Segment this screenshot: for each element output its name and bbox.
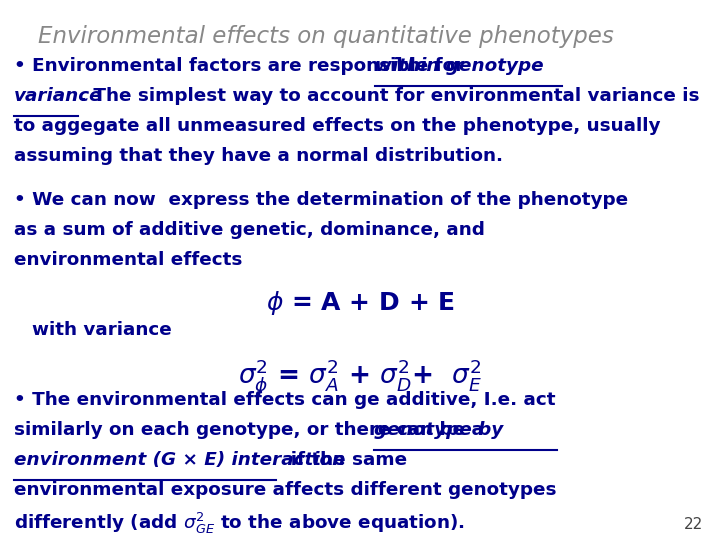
Text: with variance: with variance [32, 321, 172, 339]
Text: as a sum of additive genetic, dominance, and: as a sum of additive genetic, dominance,… [14, 221, 485, 239]
Text: similarly on each genotype, or there can be a: similarly on each genotype, or there can… [14, 421, 490, 439]
Text: • The environmental effects can ge additive, I.e. act: • The environmental effects can ge addit… [14, 391, 556, 409]
Text: Environmental effects on quantitative phenotypes: Environmental effects on quantitative ph… [38, 25, 613, 48]
Text: $\sigma^2_{\phi}$ = $\sigma^2_A$ + $\sigma^2_D$+  $\sigma^2_E$: $\sigma^2_{\phi}$ = $\sigma^2_A$ + $\sig… [238, 357, 482, 397]
Text: within genotype: within genotype [375, 57, 544, 75]
Text: differently (add $\sigma^2_{GE}$ to the above equation).: differently (add $\sigma^2_{GE}$ to the … [14, 511, 465, 536]
Text: 22: 22 [684, 517, 703, 532]
Text: environmental exposure affects different genotypes: environmental exposure affects different… [14, 481, 557, 499]
Text: environment (G × E) interaction: environment (G × E) interaction [14, 451, 346, 469]
Text: if the same: if the same [278, 451, 407, 469]
Text: environmental effects: environmental effects [14, 251, 243, 269]
Text: • We can now  express the determination of the phenotype: • We can now express the determination o… [14, 191, 628, 209]
Text: variance: variance [14, 87, 103, 105]
Text: to aggegate all unmeasured effects on the phenotype, usually: to aggegate all unmeasured effects on th… [14, 117, 660, 135]
Text: . The simplest way to account for environmental variance is: . The simplest way to account for enviro… [80, 87, 700, 105]
Text: $\phi$ = A + D + E: $\phi$ = A + D + E [266, 289, 454, 317]
Text: assuming that they have a normal distribution.: assuming that they have a normal distrib… [14, 147, 503, 165]
Text: • Environmental factors are responsible for: • Environmental factors are responsible … [14, 57, 483, 75]
Text: genotype by: genotype by [374, 421, 503, 439]
